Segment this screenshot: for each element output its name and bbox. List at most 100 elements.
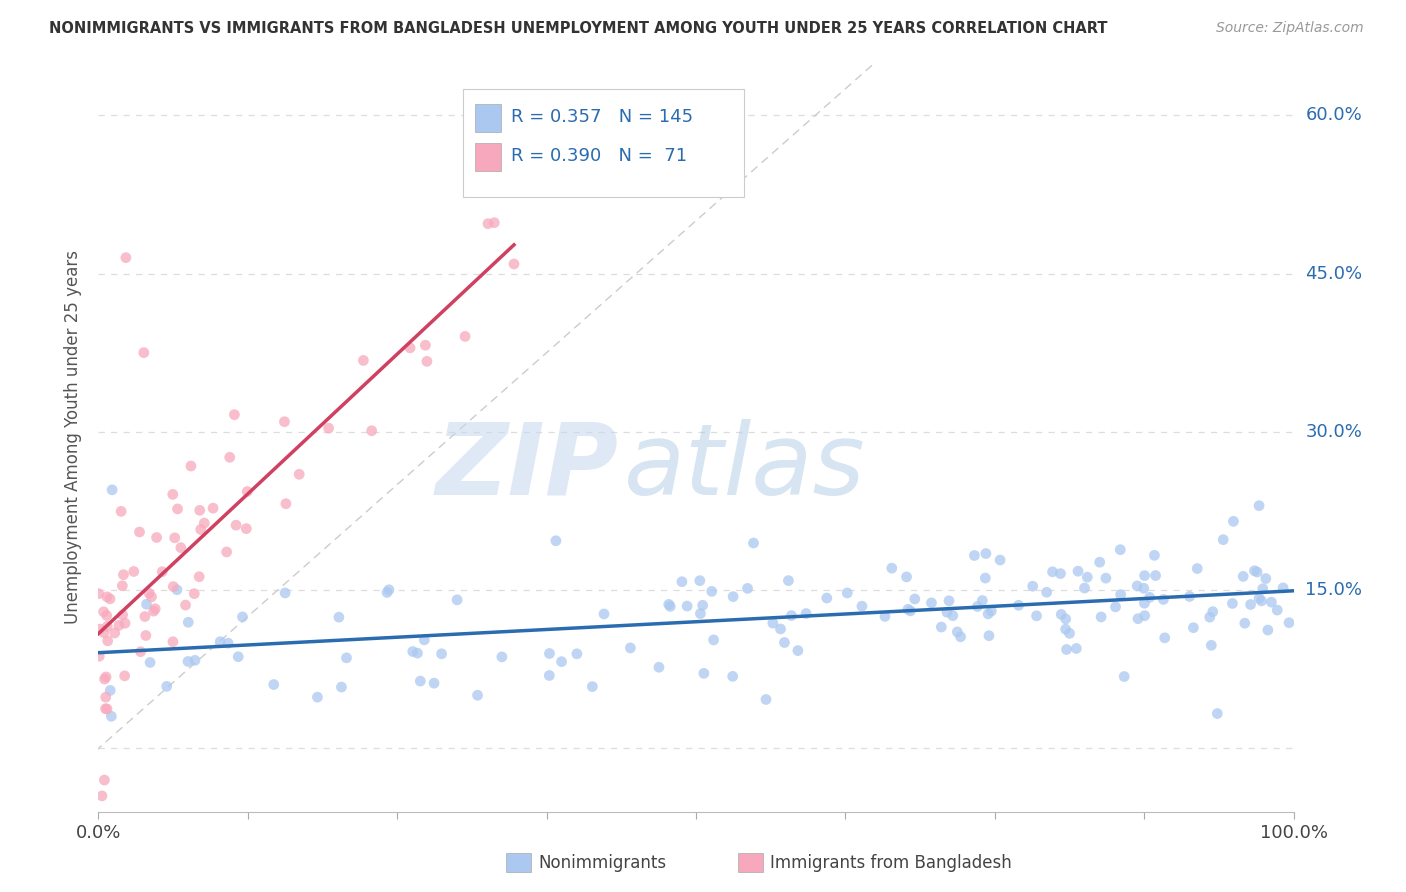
Point: [936, 605, 959, 619]
Point: [111, 579, 134, 593]
Point: [1073, 581, 1095, 595]
Text: R = 0.390   N =  71: R = 0.390 N = 71: [510, 147, 688, 165]
Point: [97, 633, 120, 648]
Point: [963, 549, 986, 563]
Point: [503, 257, 526, 271]
Point: [1243, 564, 1265, 578]
Point: [180, 458, 202, 473]
Point: [550, 655, 572, 669]
Point: [104, 626, 127, 640]
Point: [156, 679, 179, 693]
Point: [1250, 594, 1272, 608]
Point: [873, 609, 896, 624]
Point: [1272, 581, 1295, 595]
Point: [375, 585, 398, 599]
Point: [1054, 622, 1077, 636]
Point: [1104, 599, 1126, 614]
Point: [177, 655, 200, 669]
Point: [1126, 612, 1149, 626]
FancyBboxPatch shape: [463, 88, 744, 197]
Point: [938, 594, 960, 608]
Point: [360, 424, 382, 438]
Point: [352, 353, 374, 368]
Point: [851, 599, 873, 614]
Point: [1153, 631, 1175, 645]
Point: [972, 593, 994, 607]
Point: [977, 607, 1000, 621]
Point: [700, 584, 723, 599]
Point: [141, 590, 163, 604]
Point: [977, 629, 1000, 643]
Point: [1056, 642, 1078, 657]
Point: [988, 553, 1011, 567]
Point: [409, 674, 432, 689]
Point: [1247, 591, 1270, 606]
Point: [755, 692, 778, 706]
Point: [112, 567, 135, 582]
Point: [273, 415, 295, 429]
Point: [93, 672, 115, 686]
Point: [101, 483, 124, 497]
Point: [671, 574, 693, 589]
Text: 45.0%: 45.0%: [1306, 265, 1362, 283]
Point: [1206, 706, 1229, 721]
Point: [1007, 599, 1029, 613]
Point: [231, 610, 253, 624]
Point: [1222, 597, 1244, 611]
Point: [1133, 581, 1156, 595]
Point: [128, 524, 150, 539]
Point: [1133, 608, 1156, 623]
Point: [307, 690, 329, 705]
Point: [399, 341, 422, 355]
Point: [773, 635, 796, 649]
Point: [721, 590, 744, 604]
Point: [166, 582, 188, 597]
Point: [1257, 623, 1279, 637]
FancyBboxPatch shape: [475, 143, 501, 171]
Point: [1049, 566, 1071, 581]
Point: [1246, 565, 1268, 579]
Point: [226, 649, 249, 664]
Point: [166, 502, 188, 516]
Point: [692, 599, 714, 613]
Point: [135, 597, 157, 611]
Point: [225, 518, 247, 533]
Point: [703, 632, 725, 647]
Point: [318, 421, 340, 435]
Point: [263, 677, 285, 691]
Point: [1198, 610, 1220, 624]
Point: [174, 598, 197, 612]
Point: [942, 608, 965, 623]
Point: [402, 644, 425, 658]
Point: [1152, 592, 1174, 607]
Point: [897, 602, 920, 616]
Point: [1182, 621, 1205, 635]
Point: [224, 408, 246, 422]
Point: [330, 680, 353, 694]
Point: [94, 670, 117, 684]
Point: [235, 522, 257, 536]
Point: [949, 630, 972, 644]
Point: [1232, 569, 1254, 583]
Point: [143, 602, 166, 616]
Point: [1233, 616, 1256, 631]
Text: 15.0%: 15.0%: [1306, 581, 1362, 599]
Point: [93, 773, 115, 788]
Point: [484, 216, 506, 230]
Point: [132, 345, 155, 359]
Text: 30.0%: 30.0%: [1306, 423, 1362, 441]
Point: [413, 632, 436, 647]
Point: [288, 467, 311, 482]
Point: [91, 789, 114, 803]
Point: [430, 647, 453, 661]
Point: [96, 590, 118, 604]
Point: [1025, 608, 1047, 623]
Point: [1265, 603, 1288, 617]
Point: [406, 646, 429, 660]
Point: [1251, 582, 1274, 596]
Point: [96, 619, 118, 633]
Point: [145, 531, 167, 545]
Point: [1088, 555, 1111, 569]
Point: [236, 484, 259, 499]
Point: [721, 669, 744, 683]
